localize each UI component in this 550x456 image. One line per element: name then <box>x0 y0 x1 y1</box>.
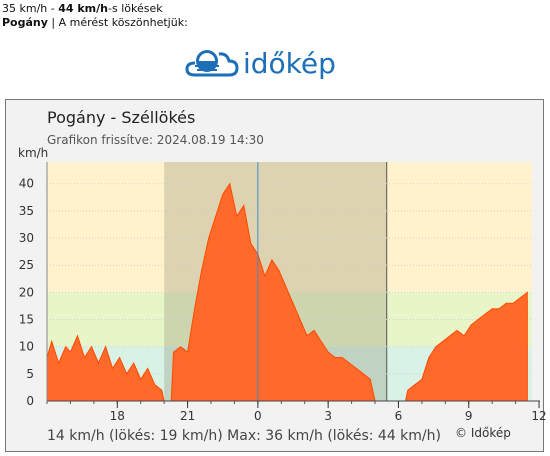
y-tick-label-8: 40 <box>19 177 34 191</box>
y-tick-label-5: 25 <box>19 258 34 272</box>
x-tick-label-0: 18 <box>110 409 125 423</box>
y-tick-label-4: 20 <box>19 285 34 299</box>
y-tick-label-2: 10 <box>19 340 34 354</box>
x-tick-label-5: 9 <box>465 409 473 423</box>
y-tick-label-7: 35 <box>19 204 34 218</box>
logo-wordmark: időkép <box>243 47 336 80</box>
x-tick-label-2: 0 <box>254 409 262 423</box>
y-axis-label: km/h <box>18 146 49 160</box>
chart-subtitle: Grafikon frissítve: 2024.08.19 14:30 <box>47 133 264 147</box>
x-tick-label-6: 12 <box>531 409 546 423</box>
wind-stats: 14 km/h (lökés: 19 km/h) Max: 36 km/h (l… <box>47 428 441 444</box>
x-tick-label-1: 21 <box>180 409 195 423</box>
station-name: Pogány <box>2 16 48 29</box>
x-tick-label-4: 6 <box>395 409 403 423</box>
sun-cloud-logo-icon <box>185 50 239 77</box>
y-tick-label-0: 0 <box>26 394 34 408</box>
y-tick-label-3: 15 <box>19 313 34 327</box>
header-summary: 35 km/h - 44 km/h-s lökések <box>2 2 163 15</box>
band-high <box>47 162 532 293</box>
gust-area-series <box>46 182 528 402</box>
header-station: Pogány | A mérést köszönhetjük: <box>2 16 188 29</box>
chart-title: Pogány - Széllökés <box>47 108 196 127</box>
y-tick-label-1: 5 <box>26 367 34 381</box>
copyright: © Időkép <box>455 426 511 440</box>
y-tick-label-6: 30 <box>19 231 34 245</box>
logo-banner <box>5 31 515 97</box>
x-tick-label-3: 3 <box>324 409 332 423</box>
